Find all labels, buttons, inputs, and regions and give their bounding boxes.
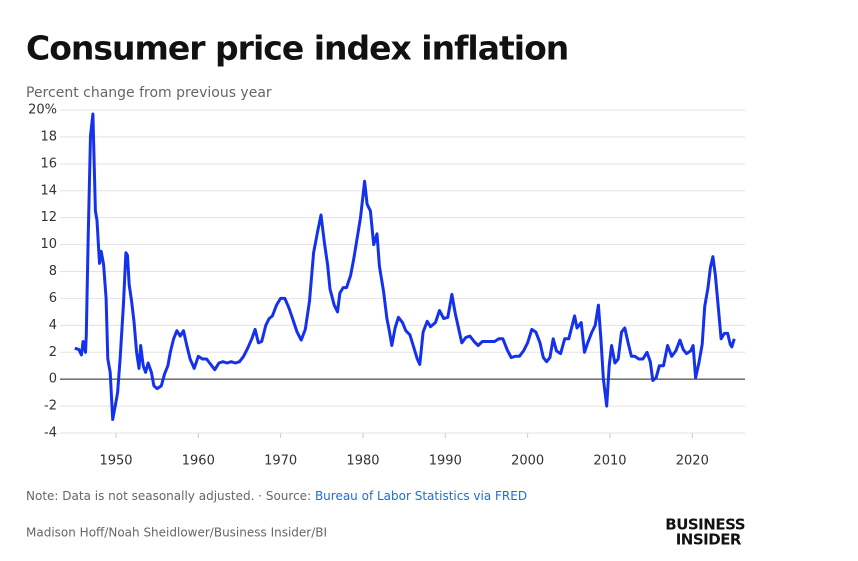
x-tick-label: 1980 (346, 454, 379, 469)
x-tick-label: 2020 (676, 454, 709, 469)
note-text: Note: Data is not seasonally adjusted. ·… (26, 489, 311, 503)
y-tick-label: 6 (49, 291, 57, 306)
logo-line: BUSINESS (665, 516, 745, 534)
y-tick-label: 8 (49, 264, 57, 279)
chart-title: Consumer price index inflation (26, 29, 568, 68)
y-tick-label: -2 (44, 399, 57, 414)
x-tick-label: 1950 (99, 454, 132, 469)
note: Note: Data is not seasonally adjusted. ·… (26, 489, 527, 503)
y-tick-label: 12 (40, 210, 57, 225)
source-link[interactable]: Bureau of Labor Statistics via FRED (315, 489, 527, 503)
x-tick-label: 2000 (511, 454, 544, 469)
y-tick-label: 2 (49, 345, 57, 360)
y-tick-label: 16 (40, 156, 57, 171)
logo-line: INSIDER (676, 531, 742, 549)
y-tick-label: 0 (49, 372, 57, 387)
y-tick-label: 20% (28, 103, 57, 118)
subtitle: Percent change from previous year (26, 85, 272, 101)
x-tick-label: 1960 (182, 454, 215, 469)
y-tick-label: 4 (49, 318, 57, 333)
credit: Madison Hoff/Noah Sheidlower/Business In… (26, 526, 327, 540)
x-tick-label: 2010 (593, 454, 626, 469)
y-tick-label: -4 (44, 426, 57, 441)
cpi-line (74, 112, 736, 421)
x-tick-label: 1970 (264, 454, 297, 469)
y-tick-label: 10 (40, 237, 57, 252)
y-tick-label: 18 (40, 129, 57, 144)
y-tick-label: 14 (40, 183, 57, 198)
x-tick-label: 1990 (429, 454, 462, 469)
